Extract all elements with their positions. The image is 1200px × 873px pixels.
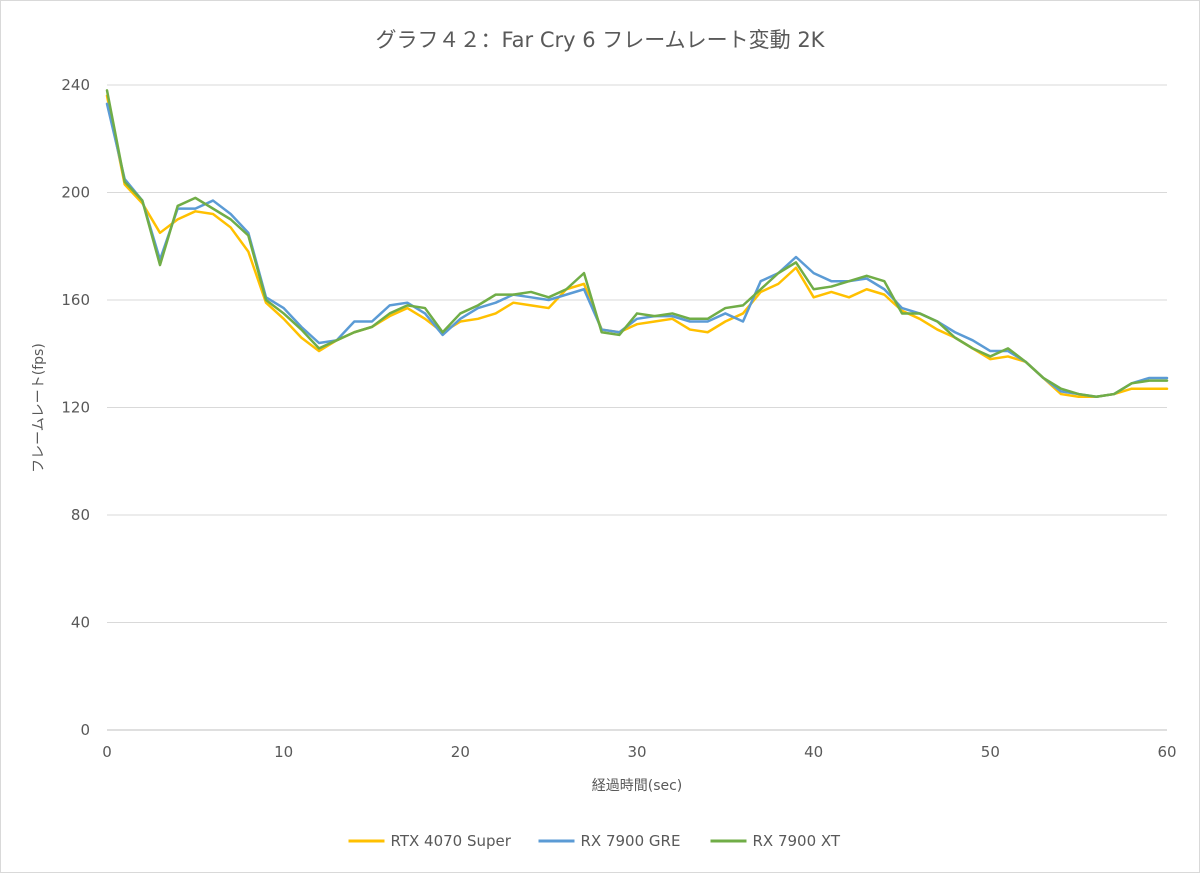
x-tick-label: 0	[102, 743, 112, 761]
x-axis-label: 経過時間(sec)	[592, 778, 683, 794]
series-line-1	[105, 102, 1169, 398]
y-tick-label: 120	[61, 399, 90, 417]
legend: RTX 4070 Super RX 7900 GRE RX 7900 XT	[348, 832, 841, 850]
legend-label: RX 7900 XT	[753, 832, 841, 850]
legend-item: RX 7900 XT	[710, 832, 841, 850]
y-tick-label: 200	[61, 184, 90, 202]
x-tick-label: 60	[1157, 743, 1176, 761]
chart-title: グラフ４２：Far Cry 6 フレームレート変動 2K	[376, 28, 826, 52]
series-line-2	[105, 89, 1169, 398]
series-lines	[105, 89, 1169, 398]
legend-label: RTX 4070 Super	[391, 832, 512, 850]
x-tick-label: 40	[804, 743, 823, 761]
x-tick-label: 30	[627, 743, 646, 761]
y-tick-label: 80	[71, 506, 90, 524]
x-tick-label: 50	[981, 743, 1000, 761]
y-tick-label: 40	[71, 614, 90, 632]
y-axis-ticks: 0 40 80 120 160 200 240	[61, 76, 90, 739]
x-tick-label: 20	[451, 743, 470, 761]
x-tick-label: 10	[274, 743, 293, 761]
y-tick-label: 240	[61, 76, 90, 94]
legend-item: RX 7900 GRE	[538, 832, 681, 850]
x-axis-ticks: 0 10 20 30 40 50 60	[102, 743, 1176, 761]
legend-item: RTX 4070 Super	[348, 832, 512, 850]
legend-label: RX 7900 GRE	[581, 832, 681, 850]
y-tick-label: 160	[61, 291, 90, 309]
series-line-0	[105, 94, 1169, 398]
gridlines	[107, 84, 1167, 623]
y-axis-label: フレームレート(fps)	[31, 343, 47, 473]
y-tick-label: 0	[80, 721, 90, 739]
